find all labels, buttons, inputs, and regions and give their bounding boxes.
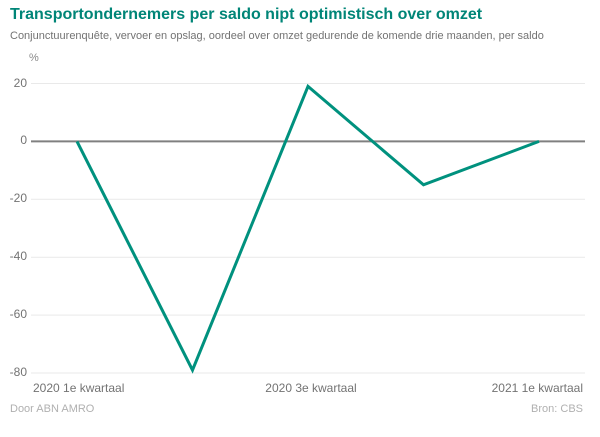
- x-tick-label: 2020 1e kwartaal: [33, 381, 125, 395]
- y-tick-label: -80: [9, 365, 27, 379]
- x-tick-label: 2021 1e kwartaal: [491, 381, 583, 395]
- credit-label: Door ABN AMRO: [10, 403, 95, 415]
- y-tick-label: -20: [9, 191, 27, 206]
- chart-footer: Door ABN AMRO Bron: CBS: [0, 403, 600, 423]
- y-tick-label: -60: [9, 307, 27, 322]
- chart-title: Transportondernemers per saldo nipt opti…: [10, 6, 483, 23]
- y-tick-label: -40: [9, 249, 27, 264]
- data-line: [75, 83, 540, 374]
- x-tick-label: 2020 3e kwartaal: [265, 381, 357, 395]
- y-axis-unit-label: %: [29, 52, 39, 64]
- chart-subtitle: Conjunctuurenquête, vervoer en opslag, o…: [10, 30, 544, 42]
- y-tick-label: 20: [13, 75, 27, 90]
- source-label: Bron: CBS: [531, 403, 583, 415]
- y-tick-label: 0: [20, 133, 27, 148]
